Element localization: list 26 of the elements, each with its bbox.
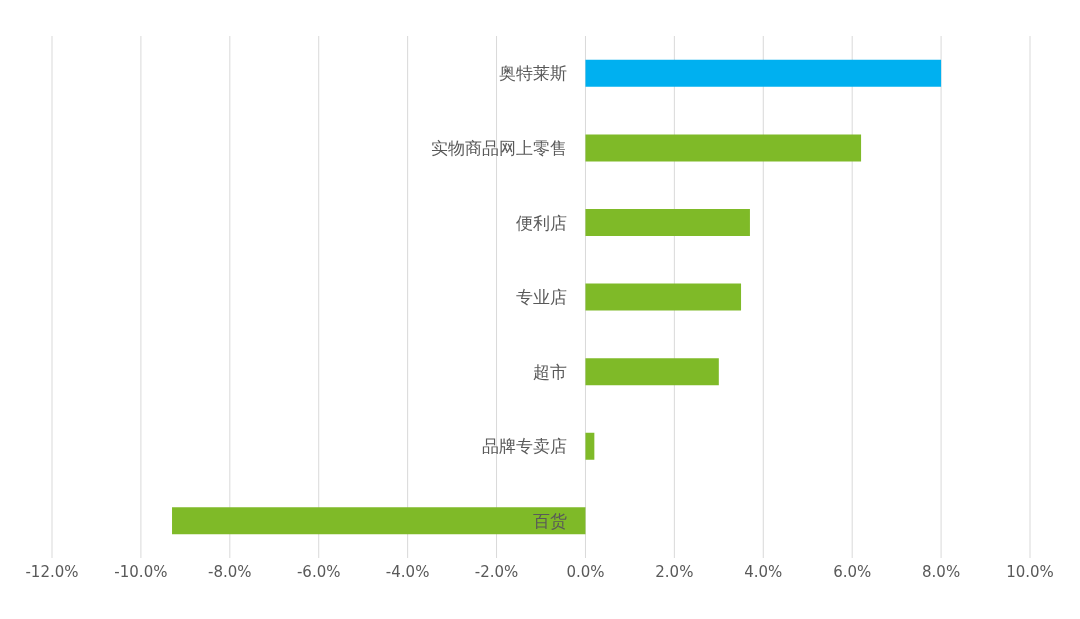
y-tick-label: 品牌专卖店	[482, 436, 568, 457]
x-tick-label: 0.0%	[566, 562, 605, 581]
x-tick-label: -6.0%	[296, 562, 341, 581]
y-tick-label: 专业店	[516, 287, 568, 308]
bar	[172, 507, 586, 535]
bar	[585, 59, 942, 87]
y-tick-label: 实物商品网上零售	[431, 137, 568, 158]
y-tick-label: 便利店	[516, 212, 568, 233]
bar	[585, 283, 742, 311]
x-tick-label: 4.0%	[744, 562, 783, 581]
x-tick-label: -2.0%	[474, 562, 519, 581]
x-tick-label: 10.0%	[1006, 562, 1054, 581]
x-tick-label: -12.0%	[25, 562, 79, 581]
x-tick-label: 2.0%	[655, 562, 694, 581]
y-tick-label: 奥特莱斯	[499, 63, 568, 84]
bar	[585, 358, 719, 386]
x-tick-label: -8.0%	[208, 562, 252, 581]
y-tick-label: 百货	[533, 510, 568, 531]
x-tick-label: 6.0%	[833, 562, 872, 581]
x-tick-label: -4.0%	[385, 562, 430, 581]
x-tick-label: -10.0%	[114, 562, 168, 581]
bar	[585, 432, 595, 460]
x-tick-label: 8.0%	[922, 562, 961, 581]
bar	[585, 209, 750, 237]
bar	[585, 134, 862, 162]
y-tick-label: 超市	[533, 361, 568, 382]
